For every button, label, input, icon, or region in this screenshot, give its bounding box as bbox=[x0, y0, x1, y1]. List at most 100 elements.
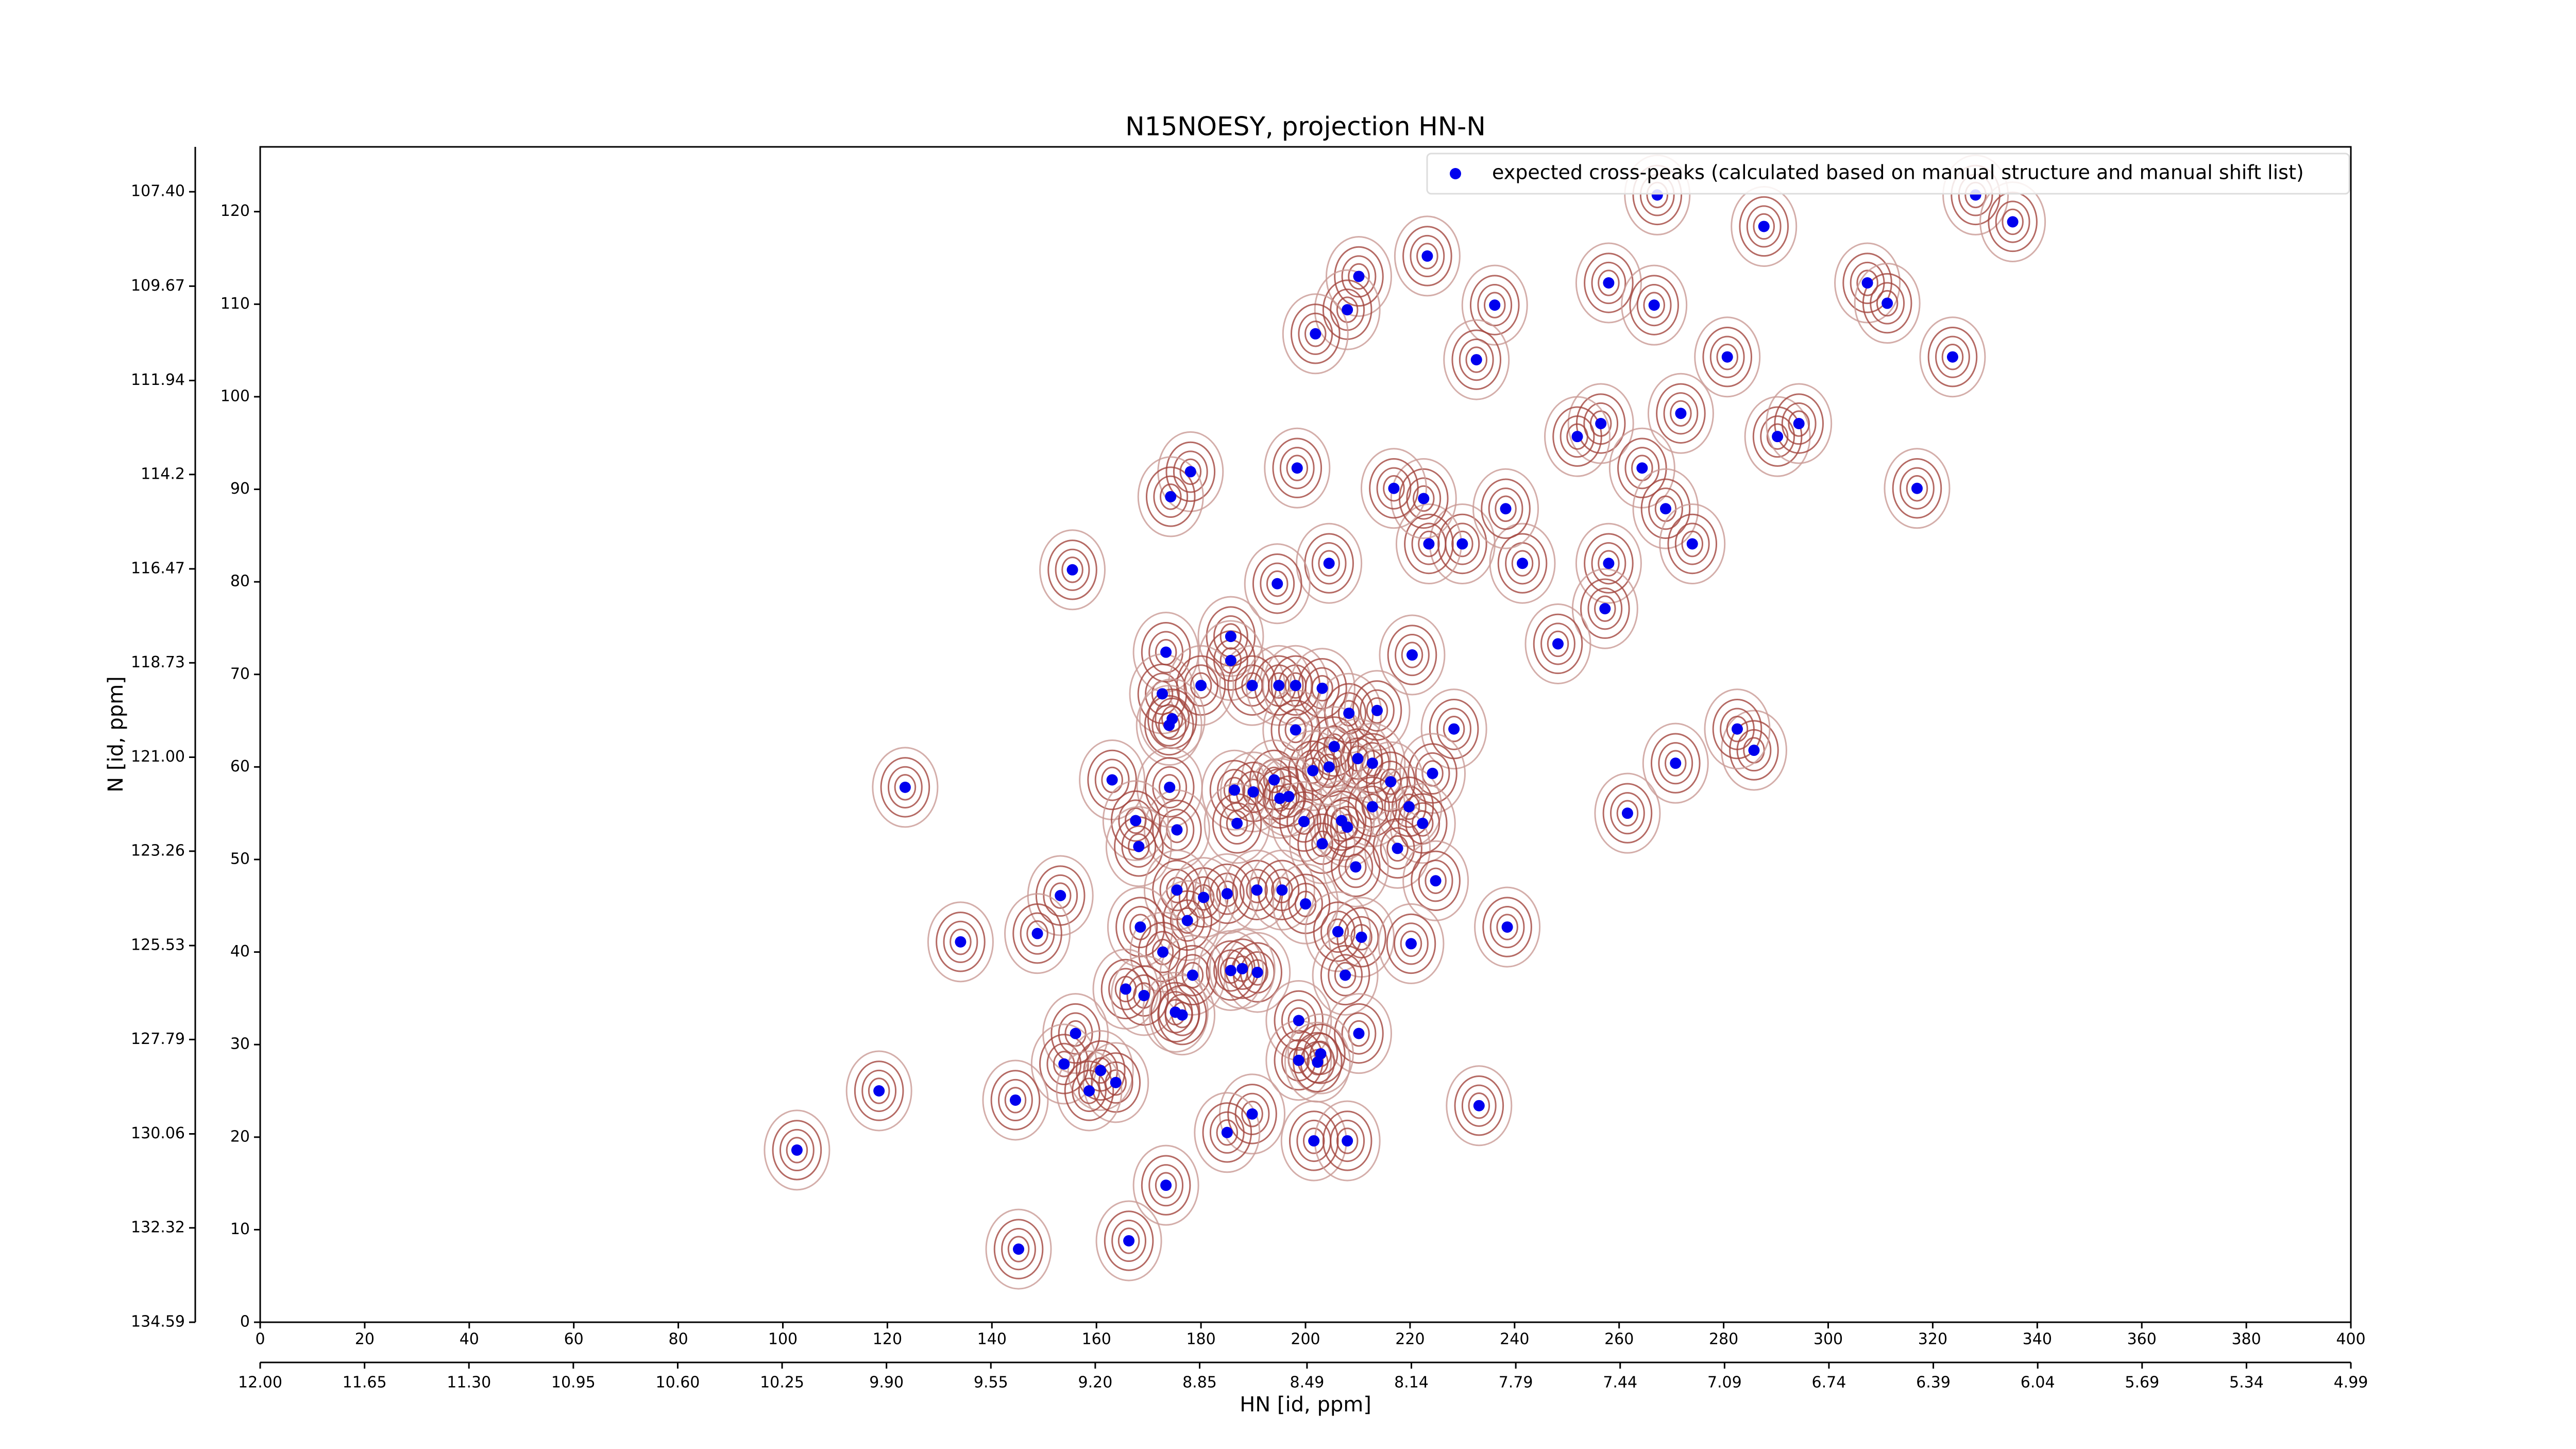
contour bbox=[1726, 716, 1749, 743]
contour bbox=[1380, 827, 1415, 870]
contour bbox=[1124, 807, 1147, 834]
cross-peak bbox=[1332, 926, 1344, 938]
contour bbox=[1132, 1144, 1199, 1226]
cross-peak bbox=[1070, 1027, 1081, 1039]
cross-peak bbox=[1366, 757, 1378, 769]
x-tick-label: 380 bbox=[2231, 1330, 2261, 1349]
cross-peak bbox=[1083, 1085, 1095, 1097]
contour bbox=[1412, 485, 1435, 512]
contour bbox=[1322, 826, 1389, 907]
contour bbox=[1712, 699, 1762, 760]
contour bbox=[943, 920, 978, 963]
contour bbox=[1176, 907, 1199, 934]
contour bbox=[1766, 383, 1833, 464]
contour bbox=[1394, 215, 1461, 297]
contour bbox=[1373, 760, 1409, 803]
contour bbox=[1325, 235, 1392, 317]
contour bbox=[1226, 810, 1248, 837]
contour bbox=[1239, 869, 1275, 912]
contour bbox=[1753, 213, 1775, 240]
contour bbox=[1164, 993, 1200, 1036]
contour bbox=[927, 901, 994, 983]
contour bbox=[1316, 790, 1367, 851]
contour bbox=[1341, 1012, 1377, 1055]
contour bbox=[1296, 523, 1363, 604]
cross-peak bbox=[1308, 1135, 1320, 1147]
cross-peak bbox=[1246, 680, 1258, 692]
x2-tick-label: 5.69 bbox=[2125, 1374, 2159, 1392]
cross-peak bbox=[1552, 638, 1564, 650]
cross-peak bbox=[1106, 774, 1118, 786]
contour bbox=[772, 1120, 822, 1181]
contour bbox=[1272, 437, 1323, 498]
contour bbox=[1260, 562, 1295, 605]
contour bbox=[1082, 1042, 1149, 1123]
cross-peak bbox=[1221, 1126, 1233, 1138]
contour bbox=[1406, 477, 1442, 520]
contour bbox=[1266, 570, 1289, 597]
cross-peak bbox=[1882, 297, 1893, 309]
contour bbox=[950, 929, 972, 955]
contour bbox=[1533, 613, 1583, 675]
contour bbox=[1141, 1155, 1191, 1216]
contour bbox=[1324, 799, 1359, 842]
x-tick-label: 200 bbox=[1291, 1330, 1320, 1349]
contour bbox=[1105, 1069, 1127, 1096]
contour bbox=[1411, 810, 1434, 837]
cross-peak bbox=[1489, 299, 1501, 311]
contour bbox=[1144, 695, 1194, 756]
contour bbox=[1143, 849, 1210, 931]
cross-peak bbox=[1298, 816, 1310, 828]
x-tick-label: 120 bbox=[873, 1330, 902, 1349]
cross-peak bbox=[1328, 740, 1340, 752]
contour bbox=[1602, 783, 1653, 844]
contour bbox=[1935, 335, 1970, 378]
contour bbox=[1643, 292, 1665, 318]
cross-peak bbox=[1675, 408, 1687, 419]
contour bbox=[1271, 775, 1307, 818]
contour bbox=[1443, 319, 1510, 400]
x2-tick-label: 5.34 bbox=[2229, 1374, 2264, 1392]
cross-peak bbox=[1772, 431, 1784, 443]
contour bbox=[1286, 800, 1321, 843]
y-tick-label: 10 bbox=[230, 1220, 250, 1238]
contour bbox=[1020, 912, 1055, 955]
cross-peak bbox=[1366, 801, 1378, 813]
contour bbox=[1995, 200, 2030, 243]
contour bbox=[1334, 962, 1357, 989]
contour bbox=[1927, 327, 1978, 387]
contour bbox=[1483, 292, 1506, 318]
y-axis-label: N [id, ppm] bbox=[104, 676, 128, 793]
x-tick-label: 0 bbox=[255, 1330, 265, 1349]
contour bbox=[1304, 321, 1327, 347]
cross-peak bbox=[1058, 1058, 1070, 1070]
contour bbox=[1584, 252, 1634, 313]
cross-peak bbox=[1721, 351, 1733, 363]
contour bbox=[1322, 797, 1372, 857]
contour bbox=[1390, 458, 1457, 540]
cross-peak bbox=[791, 1144, 803, 1156]
contour bbox=[1053, 1051, 1075, 1077]
x-tick-label: 100 bbox=[768, 1330, 798, 1349]
contour bbox=[1482, 897, 1532, 957]
contour bbox=[1598, 269, 1620, 296]
contour bbox=[1157, 985, 1207, 1046]
contour bbox=[1372, 818, 1422, 879]
x-tick-label: 40 bbox=[460, 1330, 479, 1349]
contour bbox=[1151, 704, 1187, 747]
contour bbox=[1477, 284, 1513, 327]
contour bbox=[1244, 543, 1311, 625]
contour bbox=[1334, 246, 1384, 307]
contour bbox=[1640, 478, 1691, 539]
contour bbox=[1293, 808, 1315, 835]
contour bbox=[1489, 905, 1525, 949]
chart-title: N15NOESY, projection HN-N bbox=[1125, 112, 1486, 142]
y2-tick-label: 127.79 bbox=[131, 1030, 185, 1048]
contour bbox=[1681, 530, 1704, 558]
contour bbox=[1165, 441, 1216, 502]
cross-peak bbox=[1273, 680, 1285, 692]
contour bbox=[1746, 205, 1782, 248]
contour bbox=[1544, 396, 1611, 477]
contour bbox=[1366, 697, 1388, 724]
